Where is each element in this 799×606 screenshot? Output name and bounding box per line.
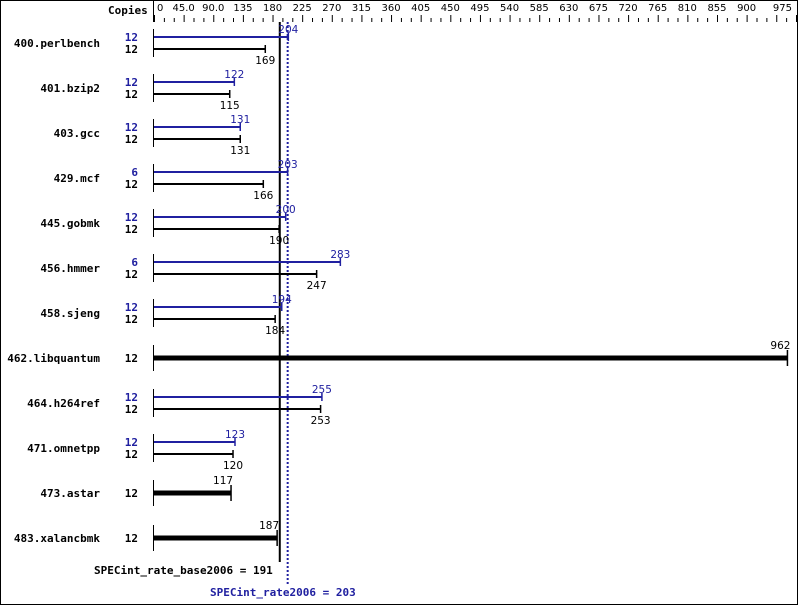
peak-copies: 12 [125, 121, 138, 134]
peak-copies: 6 [131, 166, 138, 179]
benchmark-label: 462.libquantum [7, 352, 100, 365]
axis-label: Copies [108, 4, 148, 17]
tick-label: 765 [648, 3, 667, 14]
benchmark-label: 464.h264ref [27, 397, 100, 410]
tick-label: 180 [263, 3, 282, 14]
base-value-label: 117 [213, 475, 233, 487]
tick-label: 810 [678, 3, 697, 14]
peak-copies: 12 [125, 391, 138, 404]
base-value-label: 115 [220, 100, 240, 112]
base-value-label: 253 [311, 415, 331, 427]
base-copies: 12 [125, 43, 138, 56]
tick-label: 90.0 [202, 3, 224, 14]
base-value-label: 166 [253, 190, 273, 202]
peak-value-label: 283 [330, 249, 350, 261]
tick-label: 855 [707, 3, 726, 14]
base-copies: 12 [125, 268, 138, 281]
tick-label: 270 [322, 3, 341, 14]
base-copies: 12 [125, 532, 138, 545]
tick-label: 900 [737, 3, 756, 14]
benchmark-label: 403.gcc [54, 127, 100, 140]
base-copies: 12 [125, 448, 138, 461]
tick-label: 585 [530, 3, 549, 14]
base-value-label: 962 [770, 340, 790, 352]
base-value-label: 169 [255, 55, 275, 67]
base-value-label: 247 [307, 280, 327, 292]
benchmark-label: 471.omnetpp [27, 442, 100, 455]
peak-copies: 6 [131, 256, 138, 269]
base-value-label: 187 [259, 520, 279, 532]
base-copies: 12 [125, 313, 138, 326]
base-value-label: 184 [265, 325, 285, 337]
tick-label: 405 [411, 3, 430, 14]
base-copies: 12 [125, 352, 138, 365]
base-copies: 12 [125, 403, 138, 416]
tick-label: 720 [619, 3, 638, 14]
peak-copies: 12 [125, 436, 138, 449]
base-copies: 12 [125, 133, 138, 146]
tick-label: 315 [352, 3, 371, 14]
peak-copies: 12 [125, 211, 138, 224]
peak-value-label: 204 [278, 24, 298, 36]
peak-value-label: 255 [312, 384, 332, 396]
peak-copies: 12 [125, 31, 138, 44]
peak-value-label: 200 [276, 204, 296, 216]
base-value-label: 190 [269, 235, 289, 247]
base-value-label: 120 [223, 460, 243, 472]
benchmark-label: 456.hmmer [40, 262, 100, 275]
benchmark-label: 429.mcf [54, 172, 100, 185]
benchmark-label: 445.gobmk [40, 217, 100, 230]
peak-copies: 12 [125, 301, 138, 314]
base-summary: SPECint_rate_base2006 = 191 [94, 564, 273, 577]
benchmark-label: 473.astar [40, 487, 100, 500]
benchmark-label: 401.bzip2 [40, 82, 100, 95]
peak-summary: SPECint_rate2006 = 203 [210, 586, 356, 599]
peak-value-label: 194 [272, 294, 292, 306]
peak-value-label: 123 [225, 429, 245, 441]
benchmark-label: 400.perlbench [14, 37, 100, 50]
tick-label: 975 [773, 3, 792, 14]
base-value-label: 131 [230, 145, 250, 157]
benchmark-label: 483.xalancbmk [14, 532, 100, 545]
base-copies: 12 [125, 223, 138, 236]
tick-label: 360 [381, 3, 400, 14]
base-copies: 12 [125, 88, 138, 101]
tick-label: 45.0 [172, 3, 194, 14]
tick-label: 135 [233, 3, 252, 14]
peak-value-label: 131 [230, 114, 250, 126]
tick-label: 0 [157, 3, 163, 14]
tick-label: 630 [559, 3, 578, 14]
peak-value-label: 203 [278, 159, 298, 171]
tick-label: 450 [441, 3, 460, 14]
base-copies: 12 [125, 178, 138, 191]
benchmark-label: 458.sjeng [40, 307, 100, 320]
peak-value-label: 122 [224, 69, 244, 81]
tick-label: 675 [589, 3, 608, 14]
tick-label: 225 [293, 3, 312, 14]
tick-label: 540 [500, 3, 519, 14]
peak-copies: 12 [125, 76, 138, 89]
base-copies: 12 [125, 487, 138, 500]
tick-label: 495 [470, 3, 489, 14]
